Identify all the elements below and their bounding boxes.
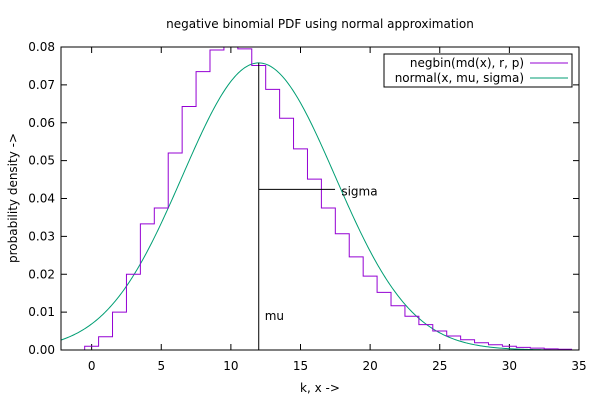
y-tick-label: 0.06 bbox=[28, 116, 55, 130]
x-tick-label: 35 bbox=[571, 359, 586, 373]
y-tick-label: 0.05 bbox=[28, 154, 55, 168]
legend-label-normal: normal(x, mu, sigma) bbox=[395, 71, 524, 85]
mu-annotation: mu bbox=[265, 309, 284, 323]
plot-area bbox=[61, 47, 579, 350]
plot-frame bbox=[60, 46, 580, 351]
x-tick-label: 20 bbox=[362, 359, 377, 373]
x-tick-label: 10 bbox=[223, 359, 238, 373]
normal-curve bbox=[61, 62, 579, 350]
x-tick-label: 25 bbox=[432, 359, 447, 373]
chart-title: negative binomial PDF using normal appro… bbox=[166, 17, 474, 31]
axis-ticks: 0 5 10 15 20 25 30 35 0.00 0.01 0.02 0.03 0.04 0.05 0.… bbox=[28, 40, 586, 373]
x-tick-label: 0 bbox=[88, 359, 96, 373]
x-tick-label: 5 bbox=[157, 359, 165, 373]
x-axis-label: k, x -> bbox=[300, 381, 340, 395]
y-axis-label: probability density -> bbox=[6, 133, 20, 263]
x-tick-label: 30 bbox=[502, 359, 517, 373]
y-tick-label: 0.03 bbox=[28, 229, 55, 243]
sigma-annotation: sigma bbox=[341, 185, 377, 199]
legend-label-negbin: negbin(md(x), r, p) bbox=[410, 56, 524, 70]
negbin-step-line bbox=[70, 47, 573, 350]
legend: negbin(md(x), r, p) normal(x, mu, sigma) bbox=[383, 53, 573, 88]
legend-box bbox=[383, 53, 573, 88]
y-tick-label: 0.01 bbox=[28, 305, 55, 319]
y-tick-label: 0.08 bbox=[28, 40, 55, 54]
y-tick-label: 0.07 bbox=[28, 78, 55, 92]
y-tick-label: 0.00 bbox=[28, 343, 55, 357]
y-tick-label: 0.04 bbox=[28, 192, 55, 206]
x-tick-label: 15 bbox=[293, 359, 308, 373]
y-tick-label: 0.02 bbox=[28, 267, 55, 281]
